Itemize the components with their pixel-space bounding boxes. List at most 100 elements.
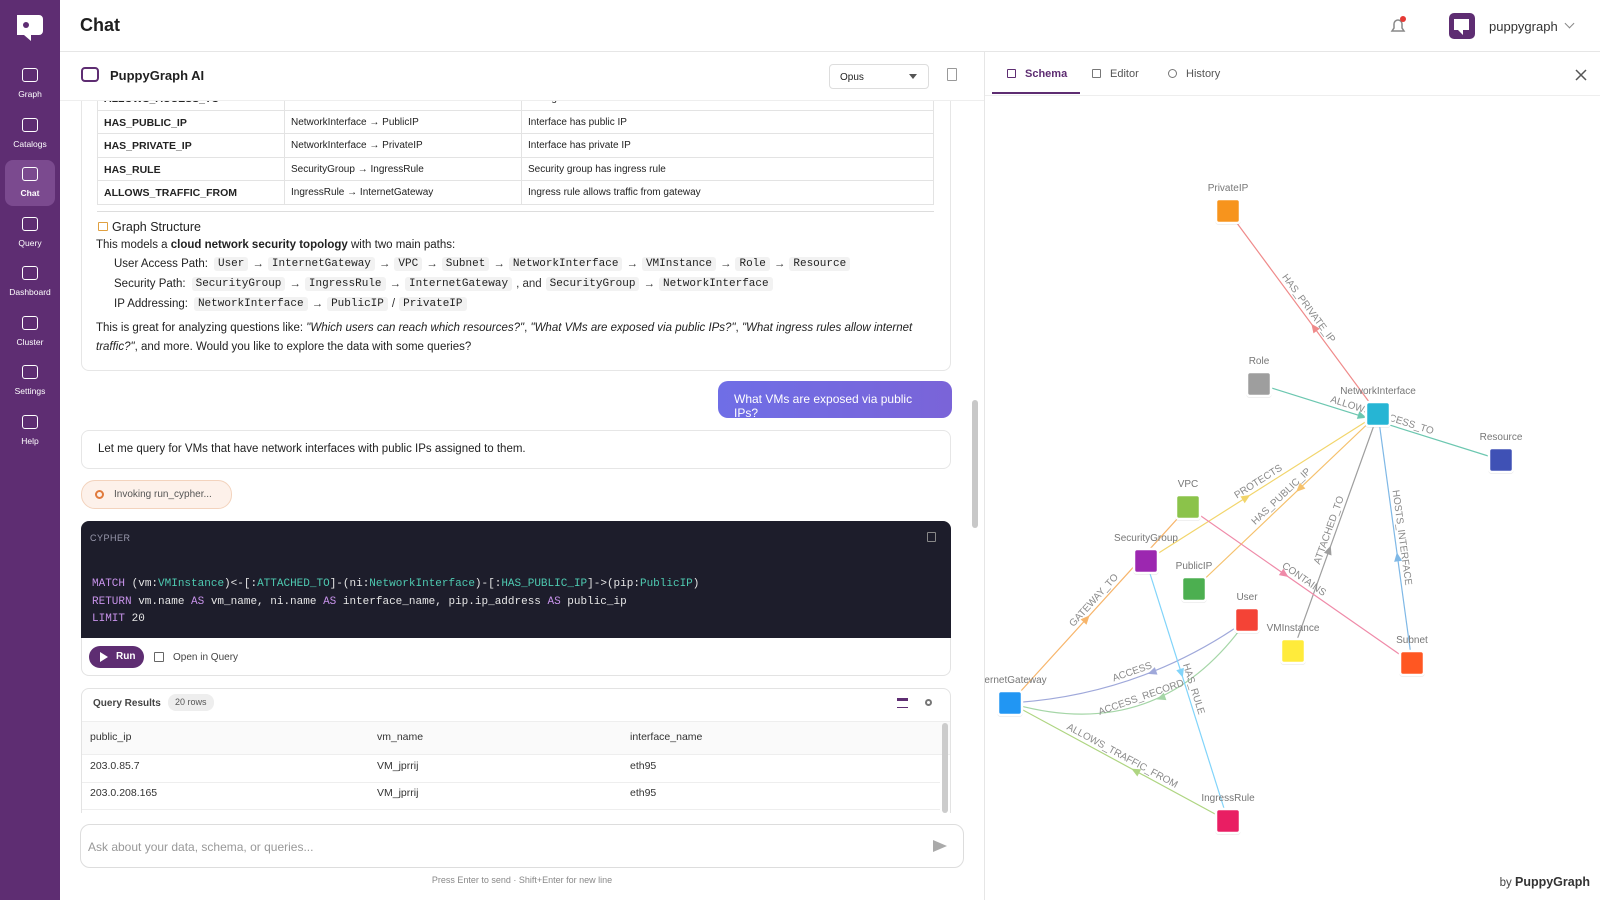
external-icon [154, 652, 164, 662]
edge-label: GATEWAY_TO [1067, 572, 1121, 629]
node [1398, 649, 1426, 677]
code-token: SecurityGroup [545, 277, 640, 291]
table-cell-border [521, 110, 522, 135]
edge-label: HAS_PRIVATE_IP [1279, 272, 1337, 345]
nav-label[interactable]: Help [21, 435, 39, 446]
code-token: PublicIP [327, 297, 388, 311]
user-avatar[interactable] [1448, 12, 1476, 40]
tabs-divider [985, 95, 1600, 96]
path-text: → [643, 278, 655, 290]
path-text: / [391, 298, 396, 310]
paragraph: This is great for analyzing questions li… [96, 319, 916, 357]
code-token: vm_name, ni.name [204, 595, 324, 608]
nav-label[interactable]: Query [18, 237, 42, 248]
nav-icon [22, 167, 38, 181]
table-cell: IngressRule → InternetGateway [291, 187, 434, 199]
edge-arrow [1080, 615, 1090, 625]
code-token: User [213, 257, 249, 271]
copy-icon[interactable] [927, 532, 936, 542]
code-line: RETURN vm.name AS vm_name, ni.name AS in… [92, 596, 627, 608]
result-cell: 203.0.208.165 [90, 787, 158, 799]
delete-icon[interactable] [947, 68, 957, 81]
user-name: puppygraph [1489, 19, 1558, 34]
edge [1009, 702, 1229, 822]
text: with two main paths: [347, 239, 456, 251]
code-token: public_ip [560, 595, 627, 608]
edge [1187, 506, 1413, 664]
code-token: Subnet [441, 257, 490, 271]
code-token: InternetGateway [405, 277, 513, 291]
run-button[interactable]: Run [89, 646, 144, 668]
edge-label: ATTACHED_TO [1312, 495, 1347, 566]
bold-text: cloud network security topology [170, 239, 348, 251]
table-cell: Role → Resource [291, 101, 370, 104]
edge-arrow [1394, 552, 1403, 562]
node-label: InternetGateway [985, 675, 1047, 686]
node-label: Role [1249, 356, 1270, 367]
bot-icon [81, 67, 99, 82]
nav-icon [22, 68, 38, 82]
send-icon[interactable] [933, 840, 947, 852]
node-label: User [1236, 592, 1258, 603]
edge [1377, 413, 1413, 664]
tab[interactable]: History [1186, 68, 1221, 80]
table-cell: Security group has ingress rule [528, 163, 666, 175]
node-label: SecurityGroup [1114, 533, 1178, 544]
table-cell-border [521, 181, 522, 205]
nav-label[interactable]: Cluster [16, 336, 44, 347]
paragraph: This models a cloud network security top… [96, 237, 936, 253]
edge-label: HOSTS_INTERFACE [1389, 489, 1413, 586]
tab[interactable]: Editor [1110, 68, 1139, 80]
nav-label[interactable]: Catalogs [13, 138, 47, 149]
node [1214, 197, 1242, 225]
column-header: vm_name [377, 731, 424, 743]
code-token: PublicIP [639, 578, 693, 590]
chat-divider [60, 100, 984, 101]
path-line: User Access Path: User → InternetGateway → VP… [114, 257, 854, 271]
text: This is great for analyzing questions li… [96, 322, 307, 334]
code-token: RETURN [92, 595, 132, 608]
sidebar: Graph Catalogs Chat Query Dashboard Cluster Se… [0, 0, 60, 900]
nav-label[interactable]: Settings [14, 386, 46, 396]
logo [17, 15, 43, 41]
close-icon[interactable] [1574, 68, 1588, 82]
graph-view-icon[interactable] [925, 699, 932, 706]
nav-icon [22, 117, 38, 132]
table-cell-border [284, 157, 285, 182]
nav-label[interactable]: Graph [18, 89, 42, 99]
node [996, 689, 1024, 717]
table-cell: Interface has private IP [528, 140, 631, 152]
nav-icon [22, 315, 38, 330]
code-token: 20 [125, 613, 145, 625]
nav-label[interactable]: Dashboard [9, 287, 51, 297]
table-row [97, 134, 934, 158]
edge-arrow [1356, 411, 1367, 419]
tab-underline [992, 92, 1080, 94]
wrench-icon [95, 490, 104, 499]
edge-arrow [1131, 768, 1142, 777]
nav-label[interactable]: Chat [20, 188, 40, 198]
code-line: MATCH (vm:VMInstance)<-[:ATTACHED_TO]-(n… [92, 578, 699, 590]
nav-icon [22, 414, 38, 429]
path-label: IP Addressing: [114, 298, 188, 310]
chat-input[interactable]: Ask about your data, schema, or queries.… [80, 824, 964, 868]
code-token: AS [547, 595, 561, 608]
table-cell-border [521, 101, 522, 111]
notification-bell[interactable] [1388, 16, 1408, 36]
result-cell: eth95 [630, 760, 657, 772]
model-select[interactable]: Opus [829, 64, 929, 89]
code-token: ) [692, 578, 700, 590]
table-cell-border [521, 157, 522, 182]
text: This models a [96, 239, 171, 251]
code-token: NetworkInterface [508, 257, 623, 271]
column-header: interface_name [630, 731, 703, 743]
table-view-icon[interactable] [897, 698, 908, 708]
node-label: Resource [1480, 432, 1523, 443]
node [1233, 606, 1261, 634]
edge-arrow [1147, 667, 1158, 675]
tab[interactable]: Schema [1025, 68, 1068, 80]
chat-title: PuppyGraph AI [110, 68, 205, 83]
code-label: CYPHER [90, 533, 131, 543]
open-in-query[interactable]: Open in Query [173, 652, 239, 663]
